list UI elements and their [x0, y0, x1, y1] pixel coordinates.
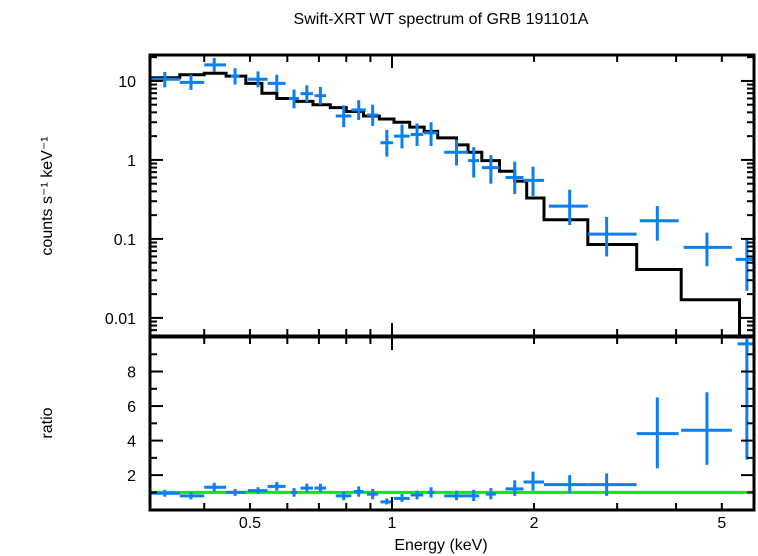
- ratio-data-point: [427, 487, 435, 498]
- x-tick-label: 0.5: [239, 515, 261, 532]
- spectrum-y-axis-label: counts s⁻¹ keV⁻¹: [39, 136, 56, 255]
- ratio-frame: [148, 335, 756, 512]
- ratio-data-point: [410, 490, 424, 500]
- spectrum-data-points: [150, 58, 754, 291]
- spectrum-y-tick-label: 0.1: [114, 232, 136, 249]
- ratio-data-point: [226, 488, 246, 496]
- ratio-data-point: [485, 488, 496, 500]
- ratio-data-point: [335, 491, 352, 501]
- spectrum-data-point: [230, 68, 240, 85]
- ratio-data-point: [544, 475, 588, 494]
- spectrum-data-point: [179, 74, 205, 90]
- ratio-data-points: [150, 338, 754, 505]
- ratio-y-axis-label: ratio: [39, 407, 56, 438]
- x-tick-label: 5: [717, 515, 726, 532]
- spectrum-data-point: [289, 89, 299, 109]
- spectrum-data-point: [300, 85, 313, 103]
- x-tick-label: 2: [530, 515, 539, 532]
- spectrum-data-point: [351, 100, 366, 121]
- spectrum-data-point: [424, 122, 438, 147]
- ratio-data-point: [505, 480, 524, 496]
- ratio-data-point: [380, 498, 394, 505]
- chart-title: Swift-XRT WT spectrum of GRB 191101A: [294, 11, 589, 28]
- spectrum-data-point: [481, 155, 500, 184]
- spectrum-data-point: [150, 71, 180, 88]
- ratio-data-point: [179, 492, 205, 500]
- ratio-data-point: [353, 486, 364, 497]
- ratio-data-point: [300, 483, 313, 493]
- spectrum-data-point: [639, 206, 679, 241]
- spectrum-data-point: [548, 189, 588, 226]
- spectrum-axes: 10 1 0.1 0.01: [105, 53, 756, 338]
- spectrum-data-point: [335, 105, 352, 128]
- spectrum-data-point: [380, 129, 394, 157]
- spectrum-data-point: [587, 216, 637, 257]
- ratio-panel: 0.5 1 2 5 2 4 6 8 ratio: [39, 335, 756, 532]
- ratio-y-tick-label: 2: [127, 468, 136, 485]
- spectrum-data-point: [247, 71, 268, 88]
- model-step-line: [150, 71, 754, 338]
- spectrum-y-tick-label: 1: [127, 153, 136, 170]
- spectrum-data-point: [523, 166, 545, 196]
- ratio-data-point: [523, 471, 545, 491]
- spectrum-data-point: [444, 139, 469, 166]
- spectrum-data-point: [394, 124, 410, 149]
- x-axis-label: Energy (keV): [394, 537, 487, 554]
- ratio-data-point: [394, 494, 410, 502]
- ratio-y-tick-label: 4: [127, 434, 136, 451]
- spectrum-frame: [148, 53, 756, 338]
- spectrum-data-point: [735, 238, 754, 291]
- ratio-axes: 0.5 1 2 5 2 4 6 8: [127, 335, 756, 532]
- ratio-data-point: [267, 482, 286, 491]
- ratio-data-point: [247, 487, 268, 495]
- spectrum-data-point: [410, 123, 424, 147]
- ratio-data-point: [366, 488, 379, 500]
- ratio-data-point: [314, 483, 327, 493]
- spectrum-data-point: [366, 104, 379, 126]
- spectrum-data-point: [267, 74, 286, 93]
- ratio-data-point: [681, 392, 732, 465]
- ratio-y-tick-label: 8: [127, 365, 136, 382]
- ratio-data-point: [290, 488, 298, 497]
- ratio-y-tick-label: 6: [127, 399, 136, 416]
- x-tick-label: 1: [388, 515, 397, 532]
- spectrum-panel: 10 1 0.1 0.01 counts s⁻¹ keV⁻¹: [39, 53, 756, 338]
- ratio-data-point: [636, 397, 679, 469]
- spectrum-data-point: [204, 58, 227, 72]
- spectrum-data-point: [314, 86, 327, 105]
- ratio-data-point: [737, 338, 754, 460]
- spectrum-y-tick-label: 0.01: [105, 311, 136, 328]
- spectrum-data-point: [683, 232, 732, 267]
- ratio-data-point: [204, 482, 227, 492]
- spectrum-data-point: [468, 147, 480, 178]
- spectrum-y-tick-label: 10: [118, 74, 136, 91]
- model-step-line: [150, 71, 754, 338]
- ratio-data-point: [468, 489, 480, 502]
- spectrum-data-point: [505, 161, 524, 195]
- ratio-data-point: [587, 473, 637, 496]
- ratio-data-point: [444, 490, 469, 501]
